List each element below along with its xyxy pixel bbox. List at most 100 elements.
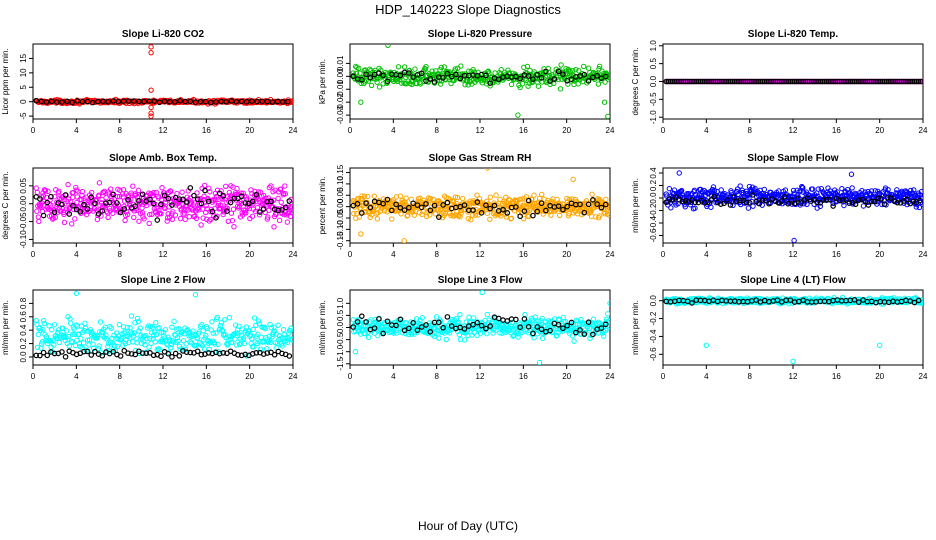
data-point: [128, 329, 134, 335]
data-point: [529, 79, 536, 86]
x-tick-label: 8: [434, 250, 439, 259]
chart-panel: Slope Amb. Box Temp.degrees C per min.0 4…: [1, 153, 298, 259]
data-point: [554, 332, 560, 339]
y-tick-label: -0.4: [649, 329, 658, 343]
data-point: [367, 66, 373, 72]
data-point: [372, 316, 379, 323]
data-point-black: [128, 351, 135, 357]
data-point: [423, 213, 430, 220]
data-point-black: [602, 321, 609, 328]
x-tick-label: 4: [704, 372, 709, 381]
panel-title: Slope Li-820 Pressure: [428, 29, 533, 40]
data-point: [179, 189, 185, 195]
data-point-black: [852, 201, 859, 208]
y-tick-label: -0.02: [336, 93, 345, 112]
data-point-black: [581, 331, 588, 337]
x-tick-label: 4: [391, 126, 396, 135]
data-point-black: [581, 209, 588, 216]
x-tick-label: 8: [747, 372, 752, 381]
data-point-black: [84, 98, 91, 105]
x-tick-label: 16: [832, 126, 841, 135]
data-point: [401, 64, 408, 70]
data-point-black: [440, 324, 446, 331]
data-point-black: [692, 199, 698, 206]
data-point: [457, 311, 463, 318]
data-point-black: [44, 199, 51, 206]
data-point-black: [721, 200, 727, 207]
data-point-black: [74, 98, 81, 104]
data-point: [171, 318, 177, 325]
data-point: [586, 325, 593, 332]
data-point: [466, 314, 472, 320]
data-point: [47, 338, 54, 344]
data-point: [916, 204, 923, 211]
x-tick-label: 8: [117, 250, 122, 259]
data-point: [136, 218, 142, 224]
data-point: [117, 187, 123, 193]
panel-title: Slope Li-820 CO2: [122, 29, 205, 40]
y-tick-label: -0.5: [649, 92, 658, 106]
data-point-outlier: [876, 342, 883, 349]
data-point-black: [363, 200, 369, 206]
data-point-black: [491, 202, 498, 209]
data-point: [128, 313, 135, 319]
data-point: [435, 207, 442, 213]
data-point-black: [543, 207, 549, 214]
data-point-outlier: [570, 176, 576, 183]
data-point-black: [457, 75, 464, 82]
data-point-black: [884, 195, 891, 201]
data-point-black: [470, 321, 476, 328]
data-point-black: [590, 197, 596, 203]
data-point-black: [139, 350, 146, 356]
data-point-black: [117, 353, 124, 359]
data-point-black: [92, 348, 98, 355]
data-point: [158, 211, 164, 217]
data-point: [164, 218, 170, 224]
data-point: [458, 210, 464, 217]
y-tick-label: 5: [19, 84, 28, 89]
data-point-outlier: [385, 44, 391, 48]
data-point: [181, 211, 188, 217]
data-point-black: [176, 353, 183, 359]
data-point: [203, 202, 209, 209]
data-point: [710, 184, 717, 190]
data-point-black: [602, 201, 609, 208]
data-point-black: [406, 325, 412, 332]
y-tick-label: 0.00: [19, 195, 28, 211]
data-point: [271, 224, 277, 230]
data-point-black: [448, 73, 455, 80]
data-point-black: [708, 197, 714, 203]
data-point: [116, 193, 123, 200]
data-point-black: [872, 198, 878, 205]
data-point: [508, 81, 515, 88]
data-point: [737, 183, 743, 189]
data-point: [469, 212, 476, 218]
data-point: [68, 221, 75, 227]
data-point: [256, 212, 263, 218]
data-point: [531, 192, 537, 198]
data-point: [419, 211, 425, 218]
data-point-black: [194, 196, 201, 202]
data-point-black: [40, 212, 47, 219]
y-tick-label: 0.5: [649, 58, 658, 70]
data-point-black: [585, 319, 592, 326]
y-axis-label: ml/min per min.: [631, 300, 640, 355]
x-tick-label: 16: [519, 372, 528, 381]
data-point: [86, 337, 93, 343]
data-point: [251, 315, 258, 321]
data-point: [606, 318, 610, 324]
data-point: [124, 324, 131, 331]
y-tick-label: 1.0: [336, 297, 345, 309]
data-points: [663, 294, 923, 365]
data-point-black: [257, 209, 263, 215]
data-point-black: [846, 200, 852, 206]
data-point: [43, 333, 50, 340]
data-point: [255, 318, 262, 324]
data-point: [151, 189, 157, 196]
data-point-black: [551, 76, 558, 82]
data-point: [120, 342, 126, 348]
data-point-black: [95, 98, 101, 105]
data-point: [389, 216, 395, 222]
data-point-black: [198, 351, 205, 358]
